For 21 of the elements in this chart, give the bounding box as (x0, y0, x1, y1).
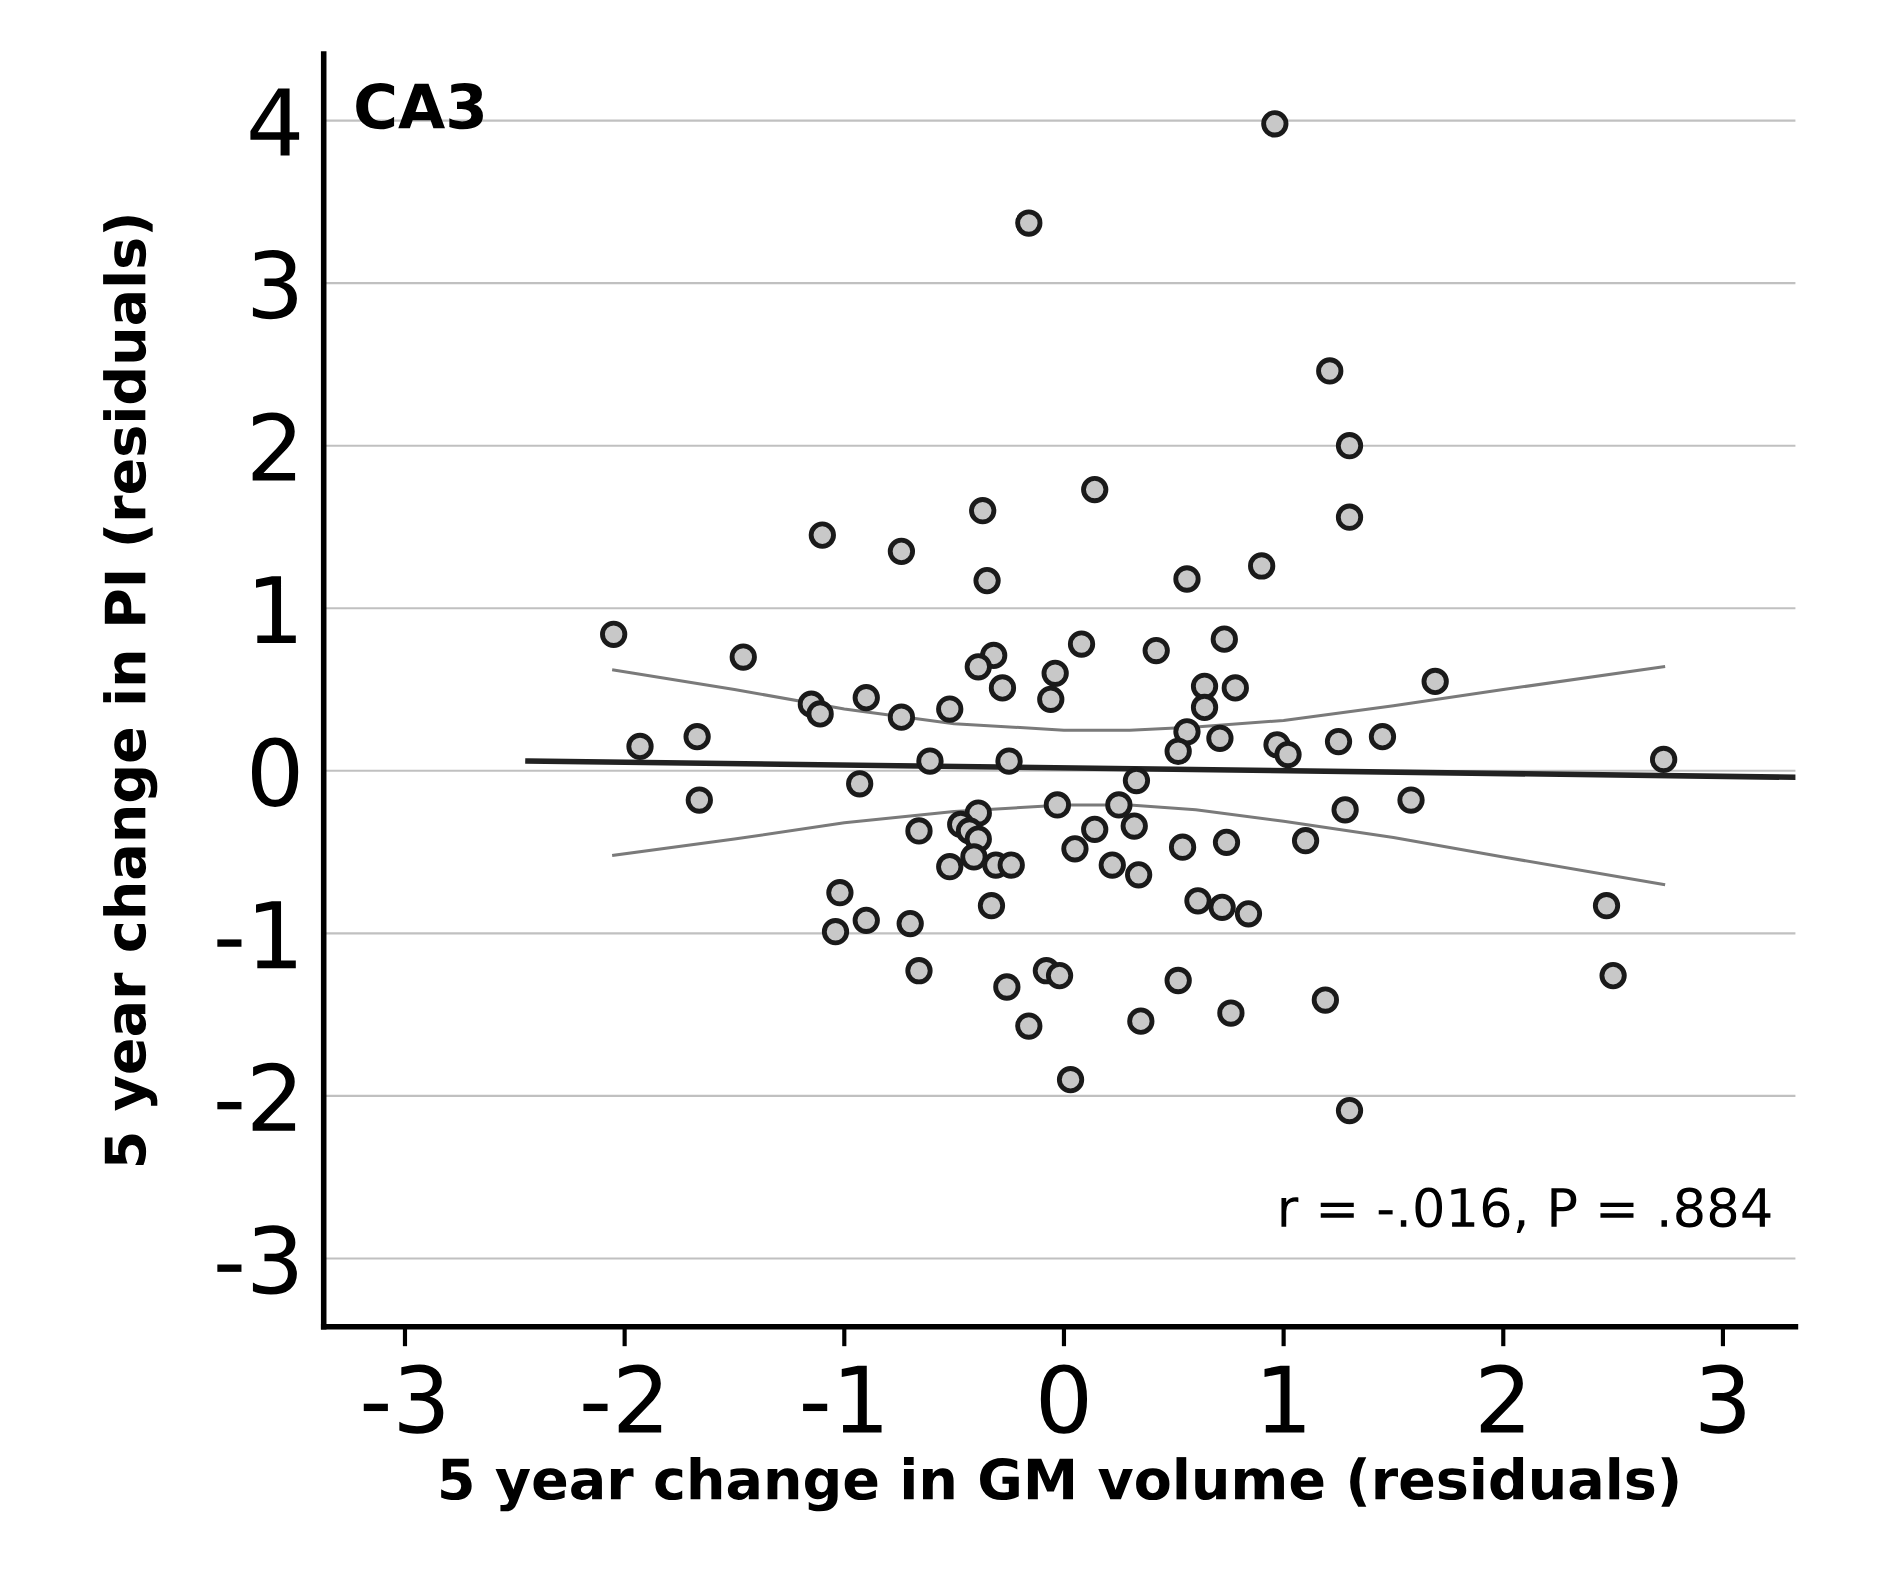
x-tick-label: 0 (1040, 1364, 1088, 1434)
y-tick-label: -1 (217, 901, 296, 969)
x-axis-title: 5 year change in GM volume (residuals) (441, 1457, 1678, 1512)
x-tick-label: 2 (1480, 1364, 1524, 1433)
y-tick-label: 2 (252, 412, 296, 481)
y-tick-label: 1 (256, 576, 296, 644)
y-tick-label: -3 (217, 1225, 297, 1295)
x-tick-label: -1 (803, 1365, 882, 1433)
y-tick-label: -2 (217, 1062, 296, 1131)
chart-title: CA3 (356, 83, 483, 130)
y-tick-label: 3 (252, 249, 297, 320)
annotation: r = -.016, P = .884 (1281, 1187, 1771, 1233)
line-series (612, 665, 1666, 732)
y-axis-title: 5 year change in PI (residuals) (103, 216, 158, 1166)
x-tick-label: 3 (1700, 1364, 1745, 1434)
x-tick-label: -3 (363, 1364, 444, 1434)
y-tick-label: 0 (251, 737, 299, 807)
line-series (612, 803, 1666, 887)
x-tick-label: 1 (1264, 1365, 1305, 1433)
y-tick-label: 4 (250, 88, 300, 156)
x-tick-label: -2 (583, 1364, 662, 1433)
